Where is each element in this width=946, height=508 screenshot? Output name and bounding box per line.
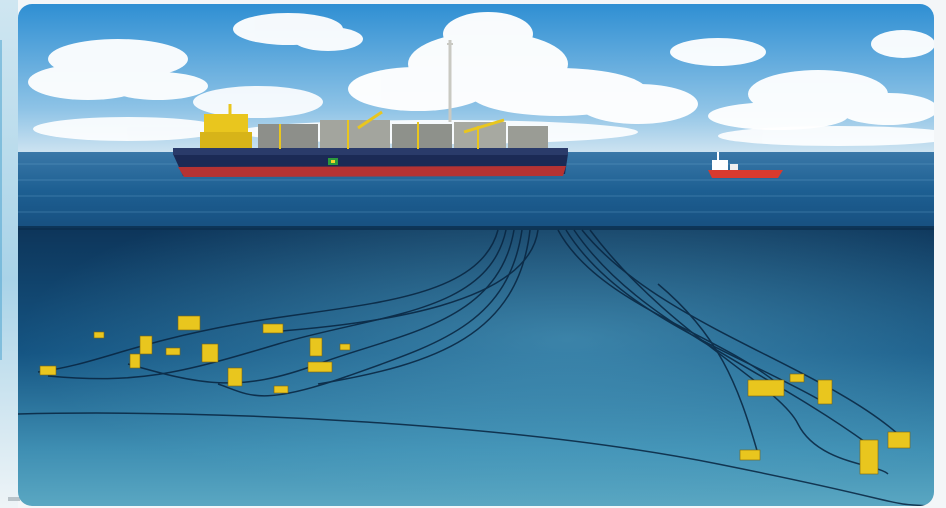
clouds bbox=[28, 12, 934, 146]
fpso-illustration bbox=[18, 4, 934, 506]
subsea-equipment-left bbox=[39, 315, 351, 394]
scroll-indicator bbox=[8, 497, 20, 501]
support-vessel bbox=[708, 152, 783, 178]
flowlines bbox=[18, 229, 934, 506]
left-edge-strip bbox=[0, 0, 18, 508]
fpso-vessel bbox=[173, 40, 568, 177]
subsea-equipment-right bbox=[739, 373, 911, 475]
illustration bbox=[18, 4, 934, 506]
waterline bbox=[18, 226, 934, 230]
